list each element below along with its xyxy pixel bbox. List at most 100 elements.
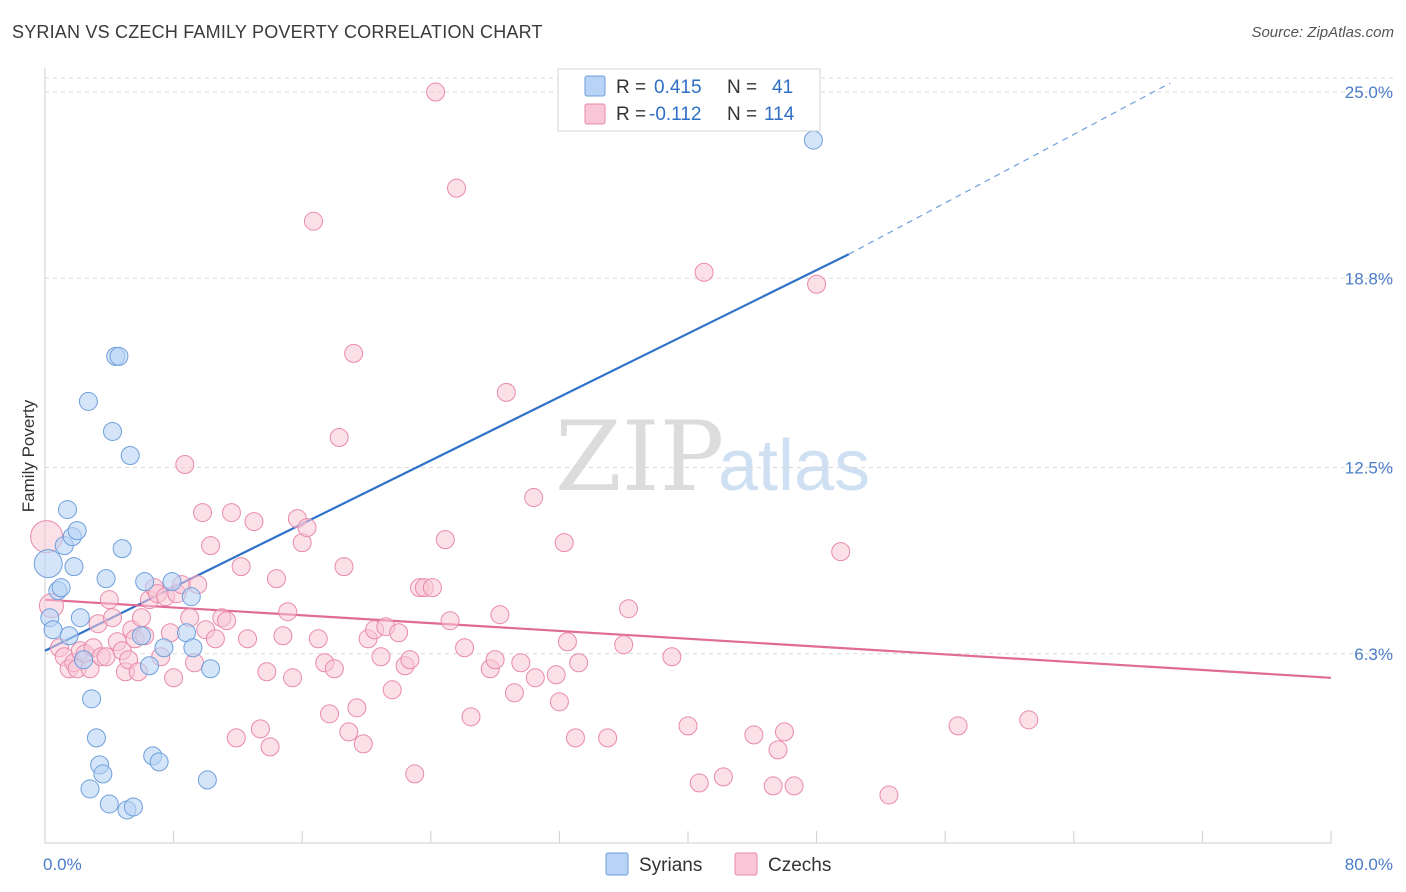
czech-point — [496, 382, 516, 402]
y-tick-label: 18.8% — [1345, 269, 1393, 288]
czech-point — [774, 722, 794, 742]
syrian-point — [162, 572, 182, 592]
watermark-zip: ZIP — [555, 401, 724, 513]
czech-point — [461, 707, 481, 727]
czech-point — [344, 343, 364, 363]
syrian-point — [51, 578, 71, 598]
czech-point — [226, 728, 246, 748]
syrian-point — [64, 557, 84, 577]
czech-point — [598, 728, 618, 748]
bottom-legend-czech-swatch — [734, 852, 758, 876]
legend-syrian-r-value: 0.415 — [654, 77, 702, 98]
legend-syrian-r-label: R = — [616, 77, 646, 98]
czech-point — [426, 82, 446, 102]
czech-point — [689, 773, 709, 793]
czech-point — [713, 767, 733, 787]
legend-syrian-swatch — [584, 75, 606, 97]
y-tick-labels: 6.3% 12.5% 18.8% 25.0% — [1345, 83, 1393, 664]
czech-point — [297, 518, 317, 538]
legend-czech-n-label: N = — [727, 104, 757, 125]
czech-point — [283, 668, 303, 688]
syrian-trend-extension — [848, 82, 1171, 255]
syrian-point — [59, 626, 79, 646]
bottom-legend-syrian-swatch — [605, 852, 629, 876]
czech-point — [164, 668, 184, 688]
czech-point — [266, 569, 286, 589]
czech-point — [678, 716, 698, 736]
czech-point — [614, 635, 634, 655]
czech-point — [435, 530, 455, 550]
czech-point — [768, 740, 788, 760]
czech-point — [339, 722, 359, 742]
syrian-point — [154, 638, 174, 658]
bottom-legend-syrians: Syrians — [639, 855, 702, 876]
x-tick-label-max: 80.0% — [1345, 855, 1393, 874]
czech-point — [554, 533, 574, 553]
czech-point — [238, 629, 258, 649]
czech-point — [565, 728, 585, 748]
czech-point — [694, 262, 714, 282]
axes — [44, 68, 1332, 844]
syrian-point — [78, 391, 98, 411]
syrian-point — [99, 794, 119, 814]
czech-point — [193, 503, 213, 523]
x-tick-labels: 0.0% 80.0% — [43, 855, 1393, 874]
czech-point — [244, 512, 264, 532]
syrian-point — [131, 626, 151, 646]
legend-syrian-n-value: 41 — [772, 77, 793, 98]
syrian-point — [181, 587, 201, 607]
czech-point — [569, 653, 589, 673]
syrian-point — [149, 752, 169, 772]
series-legend: Syrians Czechs — [605, 852, 831, 876]
czech-point — [784, 776, 804, 796]
legend-czech-n-value: 114 — [764, 104, 795, 125]
czech-point — [96, 647, 116, 667]
syrian-point — [197, 770, 217, 790]
czech-point — [324, 659, 344, 679]
syrian-point — [93, 764, 113, 784]
czech-point — [948, 716, 968, 736]
czech-point — [455, 638, 475, 658]
czech-point — [217, 611, 237, 631]
czech-point — [524, 488, 544, 508]
czech-point — [303, 211, 323, 231]
chart-title: SYRIAN VS CZECH FAMILY POVERTY CORRELATI… — [12, 22, 543, 42]
y-tick-label: 6.3% — [1354, 645, 1393, 664]
syrian-point — [74, 650, 94, 670]
czech-point — [546, 665, 566, 685]
czech-point — [763, 776, 783, 796]
czech-point — [278, 602, 298, 622]
czech-point — [557, 632, 577, 652]
czech-point — [353, 734, 373, 754]
czech-points — [30, 82, 1039, 805]
czech-point — [549, 692, 569, 712]
syrian-point — [183, 638, 203, 658]
czech-point — [400, 650, 420, 670]
syrian-point — [135, 572, 155, 592]
czech-trend-line — [44, 598, 1332, 679]
syrian-point — [112, 539, 132, 559]
syrian-point — [86, 728, 106, 748]
syrian-point — [803, 130, 823, 150]
legend-czech-r-label: R = — [616, 104, 646, 125]
czech-point — [440, 611, 460, 631]
x-tick-label-min: 0.0% — [43, 855, 82, 874]
czech-point — [320, 704, 340, 724]
czech-point — [1019, 710, 1039, 730]
czech-point — [831, 542, 851, 562]
czech-point — [221, 503, 241, 523]
syrian-point — [82, 689, 102, 709]
czech-point — [131, 608, 151, 628]
syrian-points — [33, 130, 823, 820]
czech-point — [504, 683, 524, 703]
syrian-point — [120, 446, 140, 465]
czech-point — [257, 662, 277, 682]
czech-point — [619, 599, 639, 619]
czech-point — [273, 626, 293, 646]
syrian-point — [103, 421, 123, 441]
legend-czech-swatch — [584, 103, 606, 125]
syrian-point — [123, 797, 143, 817]
czech-point — [347, 698, 367, 718]
y-tick-label: 25.0% — [1345, 83, 1393, 102]
